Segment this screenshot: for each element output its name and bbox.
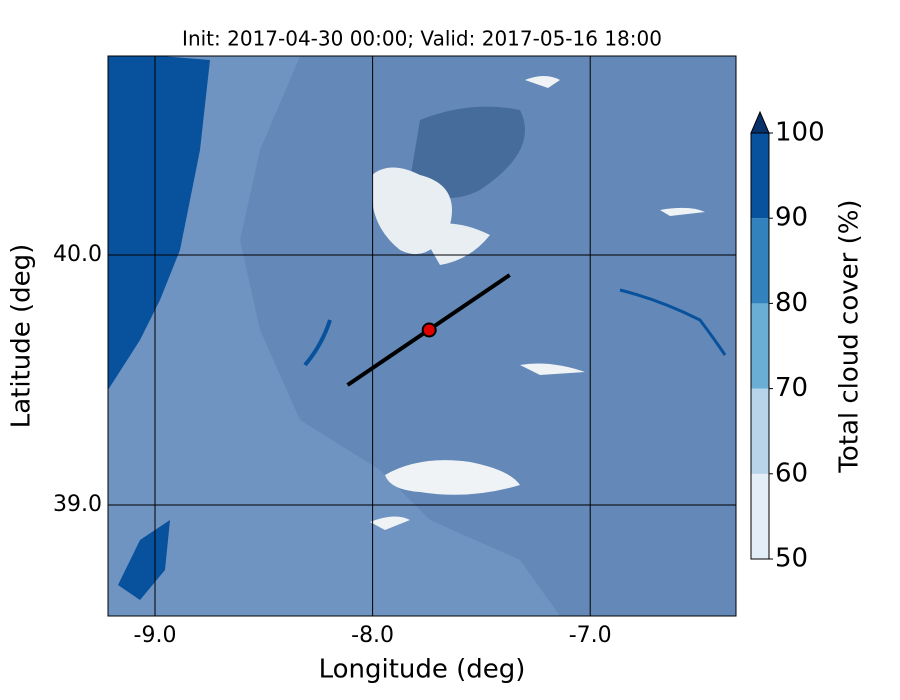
colorbar-label: Total cloud cover (%) — [835, 199, 865, 473]
colorbar-segment — [751, 473, 769, 559]
y-axis-label: Latitude (deg) — [7, 244, 37, 429]
colorbar-tick-label: 70 — [775, 373, 808, 403]
cloud-patch — [370, 516, 410, 530]
x-tick-label: -8.0 — [351, 623, 394, 648]
sea-region — [118, 520, 170, 600]
cloud-patch — [525, 76, 560, 88]
cloud-patch — [520, 363, 585, 375]
sea-region — [108, 56, 210, 390]
x-axis-label: Longitude (deg) — [319, 655, 526, 685]
x-tick-label: -7.0 — [569, 623, 612, 648]
colorbar-tick-label: 60 — [775, 458, 808, 488]
colorbar-extend — [750, 110, 770, 134]
colorbar-tick-label: 100 — [775, 118, 825, 148]
colorbar-segment — [751, 303, 769, 389]
y-tick-label: 39.0 — [53, 492, 102, 517]
map-frame — [107, 55, 737, 617]
colorbar-segment — [751, 388, 769, 474]
map-title: Init: 2017-04-30 00:00; Valid: 2017-05-1… — [182, 27, 662, 51]
colorbar-frame — [750, 132, 770, 560]
water-feature — [303, 319, 332, 367]
cloud-patch — [385, 460, 520, 495]
site-marker — [421, 322, 437, 338]
x-tick-label: -9.0 — [134, 623, 177, 648]
terrain-shade — [240, 56, 736, 616]
plot-layer — [108, 56, 736, 616]
colorbar-tick-label: 80 — [775, 288, 808, 318]
colorbar-tick-label: 90 — [775, 203, 808, 233]
y-tick-label: 40.0 — [53, 242, 102, 267]
colorbar-segment — [751, 218, 769, 304]
terrain-shade — [410, 106, 525, 198]
map-field — [108, 56, 736, 616]
water-feature — [619, 288, 727, 356]
cloud-patch — [660, 207, 705, 216]
colorbar-segment — [751, 133, 769, 219]
colorbar-tick-label: 50 — [775, 544, 808, 574]
